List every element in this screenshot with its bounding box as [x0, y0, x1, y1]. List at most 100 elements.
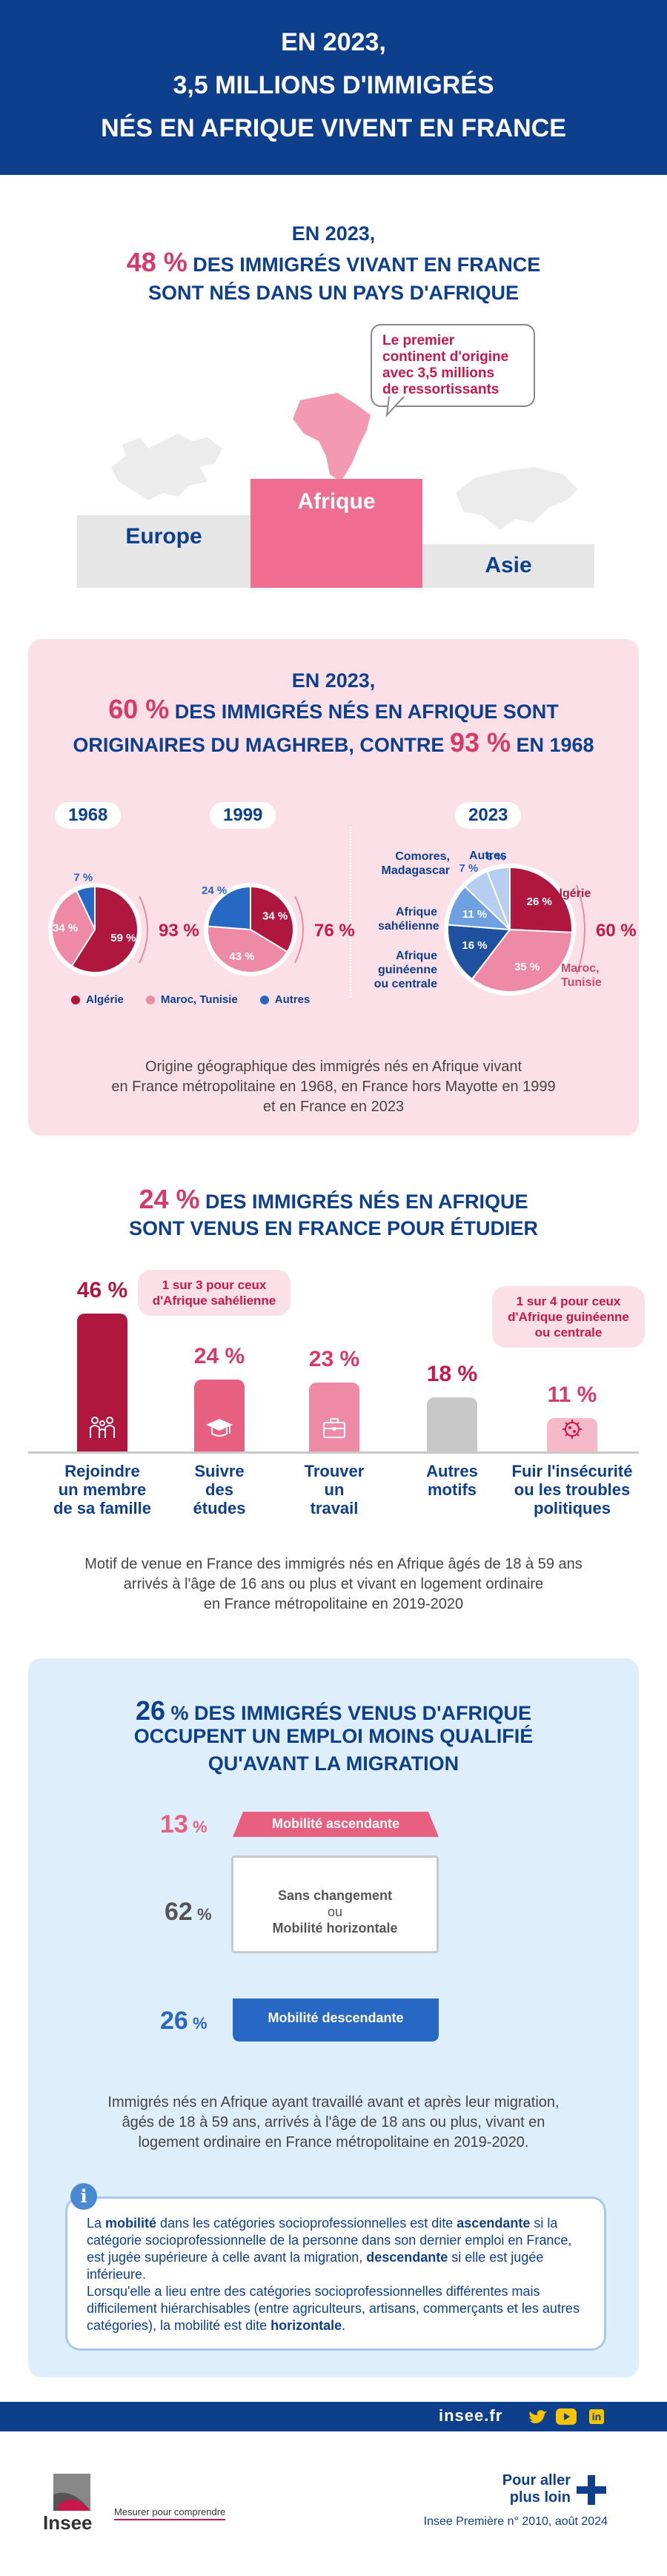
sahel-study-bubble: 1 sur 3 pour ceux d'Afrique sahélienne [138, 1270, 291, 1316]
africa-map-icon [293, 393, 371, 482]
section4-title-pct-sign: % [165, 1702, 189, 1724]
pie1999-slice-1 [207, 925, 288, 973]
name-autres: Autres [469, 850, 507, 862]
section2-title-line3-b: EN 1968 [511, 734, 594, 756]
pie1968-maghreb-total: 93 % [159, 921, 199, 941]
pie1968-label-0: 59 % [110, 932, 136, 944]
pie-charts: 59 % 34 % 7 % 93 % 34 % 43 % 24 % 76 % 26 % 35 % 1… [48, 851, 637, 996]
bar-label-2: Trouver un travail [304, 1462, 365, 1517]
pie1968-label-2: 7 % [73, 872, 93, 884]
info-icon: i [70, 2183, 97, 2210]
info-p2-a: Lorsqu'elle a lieu entre des catégories … [87, 2284, 580, 2333]
section4-caption-line3: logement ordinaire en France métropolita… [138, 2134, 529, 2150]
bar-value-4: 11 % [547, 1383, 597, 1408]
info-p1-e: si la catégorie socioprofessionnelle de … [87, 2216, 572, 2265]
bar-value-3: 18 % [426, 1362, 478, 1387]
pie1999-slice-2 [207, 885, 251, 931]
section4-title-line3: QU'AVANT LA MIGRATION [208, 1752, 459, 1775]
name-sahel-line2: sahélienne [378, 920, 439, 933]
pie2023-label-3: 11 % [462, 908, 487, 921]
info-paragraph-2: Lorsqu'elle a lieu entre des catégories … [87, 2283, 585, 2334]
mobility-down-number: 26 [160, 2007, 188, 2035]
mobility-down-sign: % [188, 2014, 208, 2033]
name-guin-line1: Afrique [396, 950, 437, 962]
section2-title-pct: 60 % [108, 694, 170, 724]
plus-icon[interactable] [575, 2474, 608, 2506]
podium-europe-label: Europe [125, 524, 202, 549]
pie2023-slice-2 [447, 924, 511, 981]
section4-title-line1-text: DES IMMIGRÉS VENUS D'AFRIQUE [188, 1702, 532, 1724]
pour-aller-plus-loin[interactable]: Pour aller plus loin [459, 2472, 571, 2506]
pie2023-label-2: 16 % [462, 939, 487, 952]
pie1968-slice-0 [70, 885, 139, 973]
section4-title-line2: OCCUPENT UN EMPLOI MOINS QUALIFIÉ [133, 1725, 534, 1747]
youtube-icon[interactable] [556, 2408, 577, 2425]
section1-title-line2-text: DES IMMIGRÉS VIVANT EN FRANCE [187, 254, 541, 276]
name-comores-line2: Madagascar [381, 864, 451, 877]
family-icon [87, 1413, 117, 1443]
motive-bar-chart: 46 % Rejoindre un membre de sa famille 24 % S… [28, 1253, 639, 1549]
podium-asia: Asie [422, 544, 594, 588]
pie1999-label-0: 34 % [262, 910, 288, 922]
info-p1-f: descendante [366, 2250, 448, 2265]
section2-caption-line3: et en France en 2023 [262, 1099, 405, 1115]
podium-africa-label: Afrique [297, 489, 376, 514]
name-comores: Comores, Madagascar [376, 850, 451, 878]
header-line-1: EN 2023, [281, 28, 386, 56]
europe-map-icon [111, 434, 222, 500]
bubble-line-1: Le premier [382, 333, 455, 348]
header-banner: EN 2023, 3,5 MILLIONS D'IMMIGRÉS NÉS EN … [0, 0, 667, 175]
mobility-up-label: Mobilité ascendante [271, 1816, 400, 1831]
sahel-bubble-line1: 1 sur 3 pour ceux [162, 1278, 267, 1292]
bubble-line-3: avec 3,5 millions [382, 365, 495, 381]
pie1968-slice-2 [75, 885, 96, 930]
bar-label-1: Suivre des études [193, 1462, 246, 1517]
insee-logo-icon [53, 2474, 90, 2511]
mobility-flat-number: 62 [165, 1898, 193, 1926]
site-link[interactable]: insee.fr [439, 2406, 503, 2425]
header-line-3: NÉS EN AFRIQUE VIVENT EN FRANCE [101, 114, 566, 142]
section4-title-line1: 26 % DES IMMIGRÉS VENUS D'AFRIQUE [0, 1695, 667, 1726]
bar-0 [77, 1313, 127, 1451]
bar-value-2: 23 % [308, 1346, 360, 1371]
info-p1-b: mobilité [105, 2216, 157, 2231]
year-1999: 1999 [210, 802, 276, 829]
section3-title-line2: SONT VENUS EN FRANCE POUR ÉTUDIER [128, 1217, 539, 1239]
pie2023-slice-5 [486, 866, 511, 930]
section4-caption-line2: âgés de 18 à 59 ans, arrivés à l'âge de … [122, 2114, 545, 2130]
mobility-flat-box: Sans changement ou Mobilité horizontale [231, 1855, 439, 1953]
mobility-flat-label-b: ou [327, 1904, 343, 1919]
pie-divider [350, 827, 351, 997]
mobility-up-shape [233, 1812, 439, 1837]
podium-africa: Afrique [250, 479, 422, 588]
mobility-down-label: Mobilité descendante [268, 2010, 404, 2025]
legend-algerie-label: Algérie [86, 993, 124, 1006]
pie1968-bracket [139, 895, 148, 964]
name-sahel-line1: Afrique [396, 906, 437, 918]
section1-title-line3: SONT NÉS DANS UN PAYS D'AFRIQUE [148, 282, 519, 304]
name-guin-line2: guinéenne [377, 964, 437, 976]
section3-title-line1: 24 % DES IMMIGRÉS NÉS EN AFRIQUE [0, 1184, 667, 1215]
twitter-icon[interactable] [528, 2409, 548, 2424]
info-p2-b: horizontale [271, 2318, 342, 2333]
pie2023-maghreb-total: 60 % [596, 921, 637, 941]
pie1968-slice-1 [51, 890, 96, 967]
mobility-flat-label-c: Mobilité horizontale [272, 1921, 398, 1936]
bar-baseline [28, 1451, 639, 1454]
pie1999-label-1: 43 % [229, 950, 254, 963]
mobility-flat-label-a: Sans changement [277, 1888, 393, 1903]
pie2023-label-1: 35 % [514, 961, 540, 973]
linkedin-icon[interactable]: in [589, 2409, 604, 2424]
name-algerie: Algérie [551, 887, 591, 900]
guinee-bubble-line3: ou centrale [534, 1325, 603, 1340]
legend-dot-autres [259, 996, 269, 1005]
name-maroc-line1: Maroc, [561, 962, 600, 975]
section2-title-line3-a: ORIGINAIRES DU MAGHREB, CONTRE [73, 734, 450, 756]
section2-title-line2: 60 % DES IMMIGRÉS NÉS EN AFRIQUE SONT [0, 694, 667, 725]
pie1968-label-1: 34 % [53, 921, 78, 934]
bubble-tail [385, 397, 405, 417]
guinee-bubble-line2: d'Afrique guinéenne [508, 1310, 629, 1324]
section4-caption-line1: Immigrés nés en Afrique ayant travaillé … [107, 2094, 560, 2110]
virus-icon [557, 1413, 587, 1443]
mobility-info-box: La mobilité dans les catégories sociopro… [65, 2196, 606, 2351]
